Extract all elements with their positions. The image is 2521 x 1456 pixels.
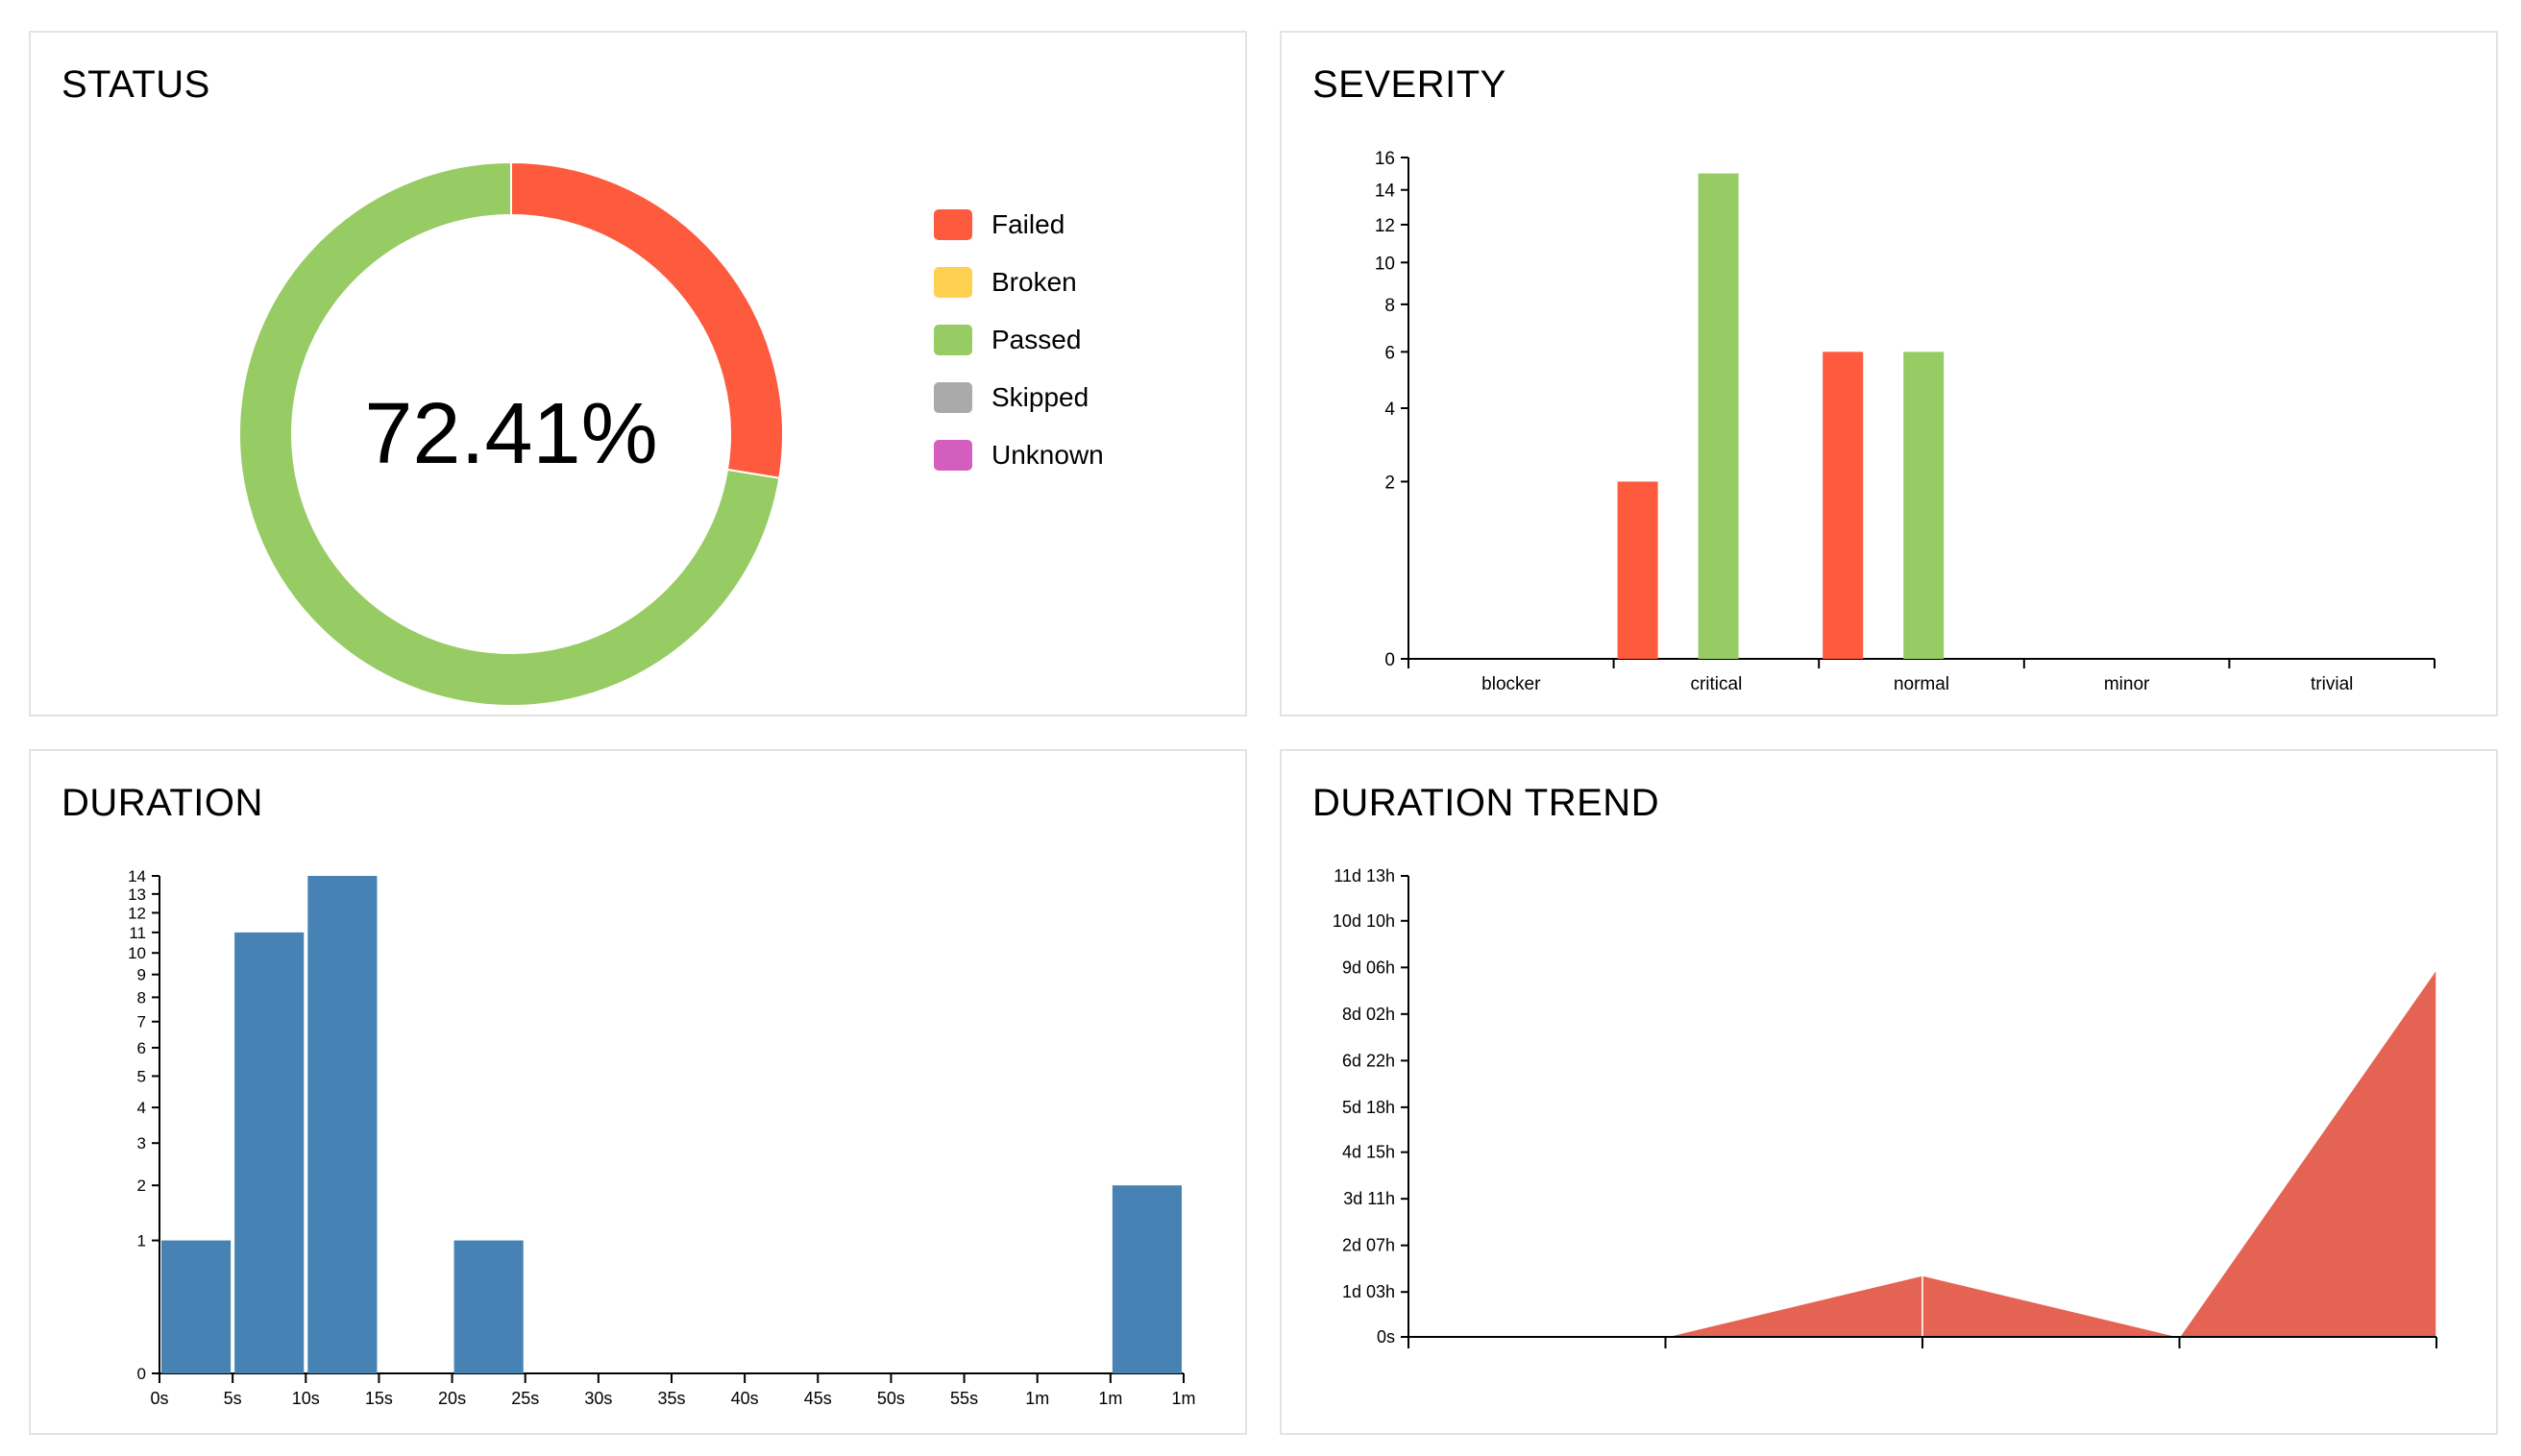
legend-label-failed: Failed [991,209,1065,239]
severity-y-tick-label: 2 [1384,473,1395,493]
duration-y-tick-label: 5 [137,1067,146,1085]
duration-bar-65s-70s [1112,1185,1182,1373]
duration-x-tick-label: 45s [804,1389,832,1408]
duration-x-tick-label: 0s [150,1389,168,1408]
legend-item-skipped[interactable]: Skipped [934,369,1104,426]
trend-y-tick-label: 1d 03h [1342,1282,1395,1301]
trend-area-segment-2 [1665,1274,1923,1338]
severity-x-label-normal: normal [1894,674,1949,694]
status-title: STATUS [61,63,210,106]
duration-trend-area-chart: 0s 1d 03h 2d 07h 3d 11h 4d 15h 5d 18h 6d 22h 8d… [1333,866,2437,1348]
duration-x-tick-label: 50s [877,1389,905,1408]
duration-bar-10s-15s [307,876,378,1373]
status-panel: STATUS 72.41% Failed Broken Passed Skipp… [29,31,1247,716]
severity-bar-normal-passed [1903,352,1945,659]
trend-y-tick-label: 0s [1377,1327,1395,1347]
duration-y-tick-label: 7 [137,1013,146,1031]
duration-panel: DURATION 0 1 2 3 4 5 6 7 8 9 10 11 12 13 14 0s 5s 10s 15s 2… [29,749,1247,1435]
severity-y-tick-label: 4 [1384,400,1395,420]
trend-area-segment-4 [2178,966,2437,1338]
trend-y-tick-label: 10d 10h [1333,911,1395,931]
legend-item-passed[interactable]: Passed [934,311,1104,369]
duration-y-tick-label: 12 [128,904,146,922]
legend-swatch-broken [934,267,972,298]
severity-title: SEVERITY [1312,63,1506,106]
severity-bar-critical-failed [1617,481,1658,659]
severity-y-tick-label: 0 [1384,650,1395,670]
status-legend: Failed Broken Passed Skipped Unknown [934,196,1104,484]
trend-area-segment-3 [1921,1274,2180,1338]
duration-y-tick-label: 14 [128,867,146,886]
severity-bar-normal-failed [1823,352,1864,659]
legend-item-failed[interactable]: Failed [934,196,1104,254]
duration-y-tick-label: 10 [128,944,146,962]
legend-swatch-passed [934,325,972,355]
duration-y-tick-label: 6 [137,1039,146,1057]
severity-panel: SEVERITY 0 2 4 6 8 10 12 14 16 blocker critical nor… [1280,31,2498,716]
severity-y-tick-label: 6 [1384,343,1395,363]
duration-x-tick-label: 5s [224,1389,242,1408]
trend-title: DURATION TREND [1312,782,1660,824]
trend-y-tick-label: 6d 22h [1342,1051,1395,1070]
duration-x-tick-label: 1m [1171,1389,1195,1408]
duration-x-tick-label: 40s [731,1389,759,1408]
severity-x-label-trivial: trivial [2311,674,2353,694]
severity-y-tick-label: 14 [1375,182,1396,202]
duration-y-tick-label: 3 [137,1134,146,1153]
status-donut-chart: 72.41% [238,160,784,707]
duration-y-tick-label: 4 [137,1099,146,1117]
duration-y-tick-label: 1 [137,1232,146,1250]
trend-panel: DURATION TREND 0s 1d 03h 2d 07h 3d 11h 4d 15… [1280,749,2498,1435]
severity-bar-critical-passed [1698,173,1739,659]
duration-bar-5s-10s [234,932,305,1373]
severity-x-label-critical: critical [1690,674,1742,694]
duration-y-tick-label: 2 [137,1177,146,1195]
severity-y-tick-label: 12 [1375,216,1395,236]
trend-y-tick-label: 4d 15h [1342,1143,1395,1162]
duration-x-tick-label: 25s [511,1389,539,1408]
legend-label-passed: Passed [991,325,1082,354]
legend-swatch-unknown [934,440,972,471]
severity-bar-chart: 0 2 4 6 8 10 12 14 16 blocker critical normal minor t… [1375,149,2435,694]
duration-x-tick-label: 10s [292,1389,320,1408]
severity-x-label-blocker: blocker [1481,674,1541,694]
legend-swatch-skipped [934,382,972,413]
trend-y-tick-label: 8d 02h [1342,1005,1395,1024]
duration-y-tick-label: 0 [137,1365,146,1383]
duration-y-tick-label: 9 [137,966,146,984]
severity-y-tick-label: 8 [1384,296,1395,316]
duration-y-tick-label: 13 [128,886,146,904]
duration-bar-0s-5s [161,1240,232,1373]
legend-item-unknown[interactable]: Unknown [934,426,1104,484]
severity-y-tick-label: 16 [1375,149,1395,169]
duration-y-tick-label: 11 [129,924,146,942]
duration-y-tick-label: 8 [137,988,146,1007]
legend-label-broken: Broken [991,267,1077,297]
trend-y-tick-label: 3d 11h [1343,1189,1395,1208]
legend-label-unknown: Unknown [991,440,1104,470]
duration-x-tick-label: 15s [365,1389,393,1408]
duration-title: DURATION [61,782,263,824]
legend-swatch-failed [934,209,972,240]
legend-label-skipped: Skipped [991,382,1089,412]
duration-x-tick-label: 30s [584,1389,612,1408]
duration-x-tick-label: 20s [438,1389,466,1408]
duration-x-tick-label: 1m [1098,1389,1122,1408]
severity-y-tick-label: 10 [1375,254,1395,274]
duration-bar-20s-25s [453,1240,524,1373]
duration-x-tick-label: 55s [950,1389,978,1408]
duration-x-tick-label: 1m [1025,1389,1049,1408]
duration-x-tick-label: 35s [657,1389,685,1408]
severity-x-label-minor: minor [2104,674,2150,694]
donut-slice-passed [238,160,781,707]
trend-y-tick-label: 5d 18h [1342,1098,1395,1117]
trend-y-tick-label: 11d 13h [1334,866,1395,886]
trend-y-tick-label: 9d 06h [1342,958,1395,977]
donut-center-label: 72.41% [364,386,657,482]
legend-item-broken[interactable]: Broken [934,254,1104,311]
trend-y-tick-label: 2d 07h [1342,1236,1395,1255]
